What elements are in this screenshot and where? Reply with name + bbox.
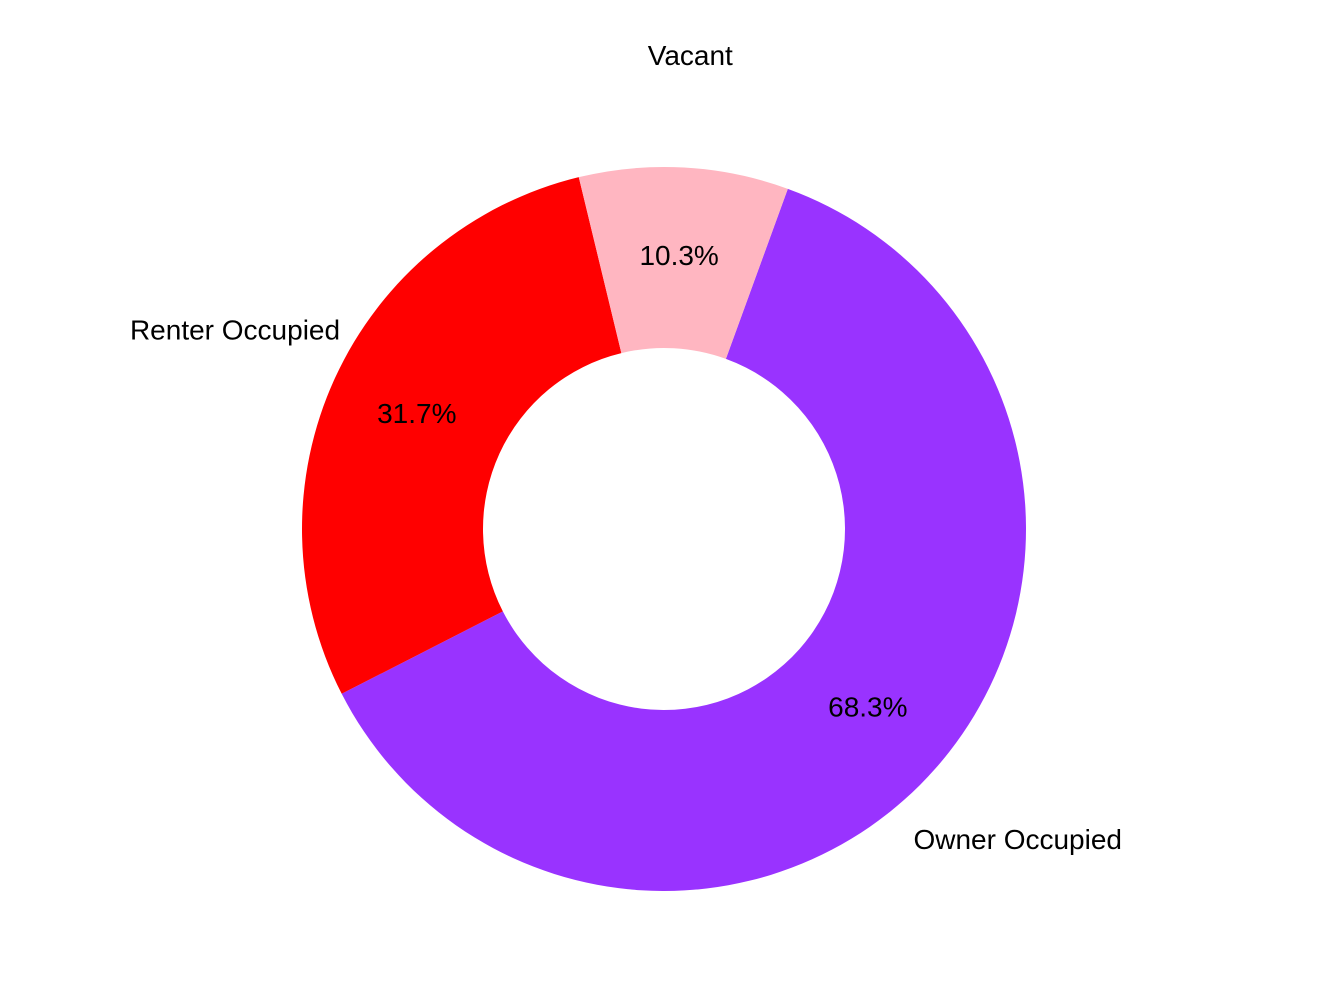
category-label-owner-occupied: Owner Occupied [913, 824, 1122, 855]
labels-layer: 68.3% Owner Occupied 31.7% Renter Occupied 1… [130, 40, 1122, 855]
category-label-renter-occupied: Renter Occupied [130, 315, 340, 346]
value-label-owner-occupied: 68.3% [828, 691, 907, 722]
value-label-vacant: 10.3% [639, 240, 718, 271]
category-label-vacant: Vacant [648, 40, 733, 71]
slice-renter-occupied [302, 177, 622, 694]
slice-vacant [578, 167, 788, 359]
value-label-renter-occupied: 31.7% [377, 398, 456, 429]
slice-owner-occupied [341, 188, 1027, 891]
slices-layer [302, 167, 1027, 891]
